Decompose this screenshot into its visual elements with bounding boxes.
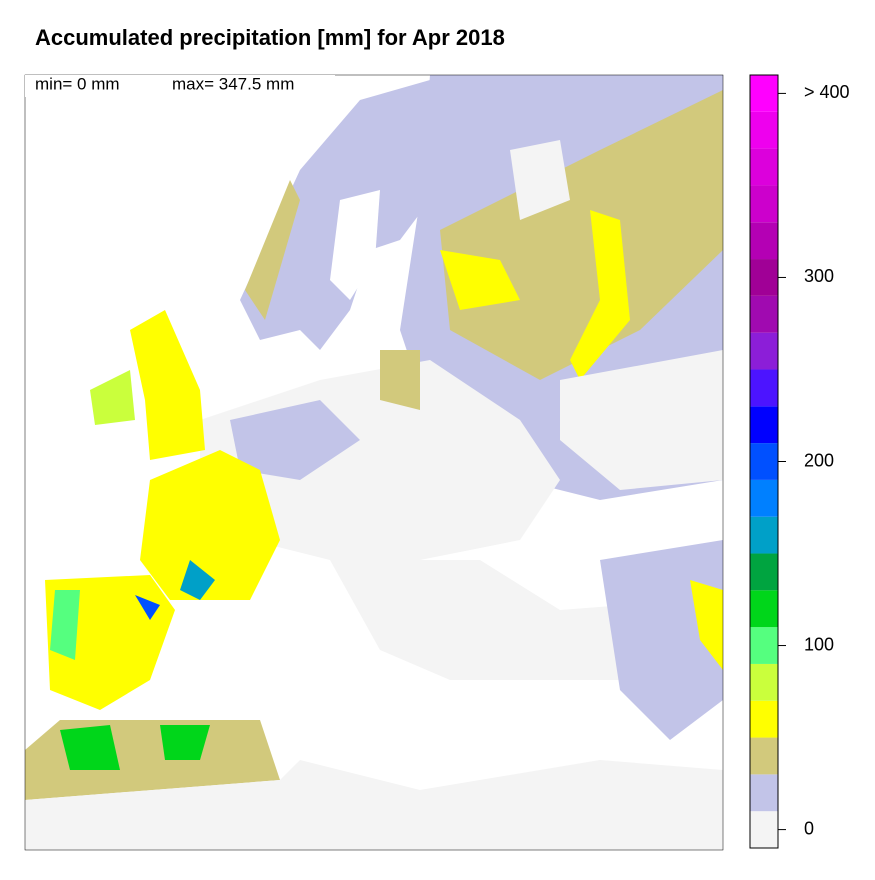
land-region [90,370,135,425]
precipitation-map [24,74,724,851]
color-bin [750,590,778,628]
land-region [440,250,520,310]
color-bin [750,516,778,554]
map-frame [24,74,724,851]
tick-label: 100 [804,634,834,654]
color-bin [750,222,778,260]
color-bin [750,663,778,701]
land-region [135,595,160,620]
land-region [380,350,420,410]
color-bin [750,111,778,149]
land-region [180,560,215,600]
land-region [570,210,630,380]
colorbar: 0 100 200 300 > 400 [749,74,850,849]
land-region [140,450,280,600]
color-bin [750,148,778,186]
color-bin [750,553,778,591]
color-bin [750,259,778,296]
land-region [230,400,360,480]
color-bin [750,185,778,223]
land-region [560,350,723,490]
max-label: max= 347.5 mm [172,74,294,93]
land-region [60,725,120,770]
color-bin [750,479,778,517]
tick-label: 300 [804,266,834,286]
land-region [25,760,723,850]
color-bin [750,332,778,370]
color-bin [750,700,778,738]
land-region [245,180,300,320]
land-region [160,725,210,760]
color-bin [750,75,778,112]
color-bin [750,369,778,407]
min-label: min= 0 mm [35,74,120,93]
color-bin [750,737,778,775]
land-region [440,90,723,380]
color-bin [750,774,778,812]
tick-label: 0 [804,818,814,838]
map-title: Accumulated precipitation [mm] for Apr 2… [35,25,505,50]
color-bin [750,811,778,848]
stats-box [25,75,335,97]
color-bin [750,295,778,333]
tick-label: > 400 [804,82,850,102]
color-bin [750,406,778,444]
color-bin [750,443,778,480]
land-region [510,140,570,220]
land-region [690,580,723,670]
sea [330,190,380,300]
tick-label: 200 [804,450,834,470]
land-region [50,590,80,660]
color-bin [750,627,778,664]
land-region [130,310,205,460]
